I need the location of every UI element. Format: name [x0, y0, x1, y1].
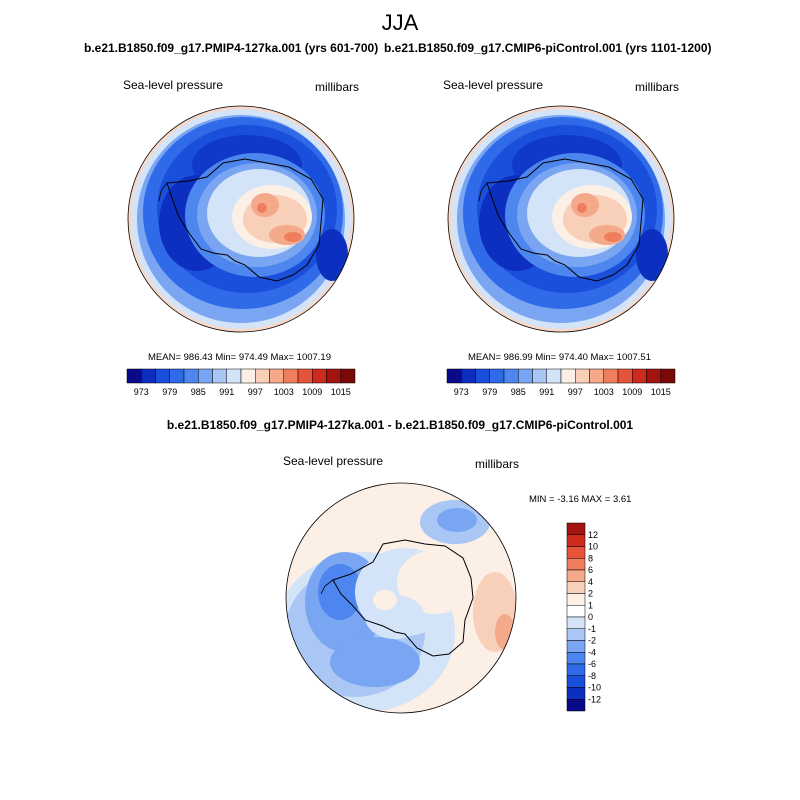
colorbar-swatch [283, 368, 299, 384]
colorbar-swatch [566, 558, 586, 571]
colorbar-swatch [198, 368, 213, 384]
colorbar-tick-label: 6 [588, 565, 593, 575]
colorbar-swatch [446, 368, 462, 384]
colorbar-swatch [566, 628, 586, 641]
colorbar-tick-label: 1015 [651, 387, 671, 397]
colorbar-swatch [566, 652, 586, 665]
colorbar-tick-label: 973 [134, 387, 149, 397]
colorbar-swatch [489, 368, 505, 384]
colorbar-swatch [575, 368, 590, 384]
colorbar-tick-label: 0 [588, 612, 593, 622]
colorbar-tick-label: 991 [219, 387, 234, 397]
colorbar-tick-label: 973 [454, 387, 469, 397]
left-slp-map [127, 105, 355, 333]
left-panel-variable: Sea-level pressure [123, 78, 224, 92]
colorbar-swatch [155, 368, 170, 384]
colorbar-swatch [566, 675, 586, 688]
right-panel-stats: MEAN= 986.99 Min= 974.40 Max= 1007.51 [468, 352, 651, 363]
difference-variable: Sea-level pressure [283, 454, 384, 468]
right-panel-variable: Sea-level pressure [443, 78, 544, 92]
colorbar-swatch [566, 534, 586, 547]
colorbar-swatch [566, 699, 586, 712]
colorbar-swatch [603, 368, 619, 384]
colorbar-swatch [240, 368, 256, 384]
colorbar-swatch [255, 368, 270, 384]
colorbar-swatch [297, 368, 313, 384]
colorbar-swatch [326, 368, 341, 384]
left-panel-title: b.e21.B1850.f09_g17.PMIP4-127ka.001 (yrs… [84, 41, 379, 55]
colorbar-tick-label: 1003 [594, 387, 614, 397]
colorbar-swatch [126, 368, 142, 384]
colorbar-tick-label: 1 [588, 600, 593, 610]
colorbar-swatch [475, 368, 490, 384]
colorbar-tick-label: 1015 [331, 387, 351, 397]
colorbar-swatch [566, 581, 586, 594]
main-title: JJA [381, 10, 419, 35]
colorbar-swatch [532, 368, 547, 384]
colorbar-tick-label: -2 [588, 636, 596, 646]
colorbar-tick-label: -10 [588, 683, 601, 693]
colorbar-swatch [617, 368, 633, 384]
colorbar-swatch [566, 616, 586, 629]
colorbar-swatch [566, 663, 586, 676]
colorbar-tick-label: 8 [588, 553, 593, 563]
colorbar-swatch [566, 546, 586, 559]
colorbar-swatch [560, 368, 576, 384]
colorbar-swatch [632, 368, 647, 384]
colorbar-swatch [589, 368, 604, 384]
colorbar-tick-label: 991 [539, 387, 554, 397]
difference-stats: MIN = -3.16 MAX = 3.61 [529, 494, 632, 505]
colorbar-swatch [226, 368, 242, 384]
colorbar-swatch [566, 687, 586, 700]
colorbar-tick-label: 12 [588, 530, 598, 540]
colorbar-swatch [518, 368, 533, 384]
colorbar-swatch [546, 368, 562, 384]
colorbar-swatch [566, 640, 586, 653]
colorbar-swatch [461, 368, 476, 384]
colorbar-swatch [503, 368, 519, 384]
right-panel-title: b.e21.B1850.f09_g17.CMIP6-piControl.001 … [384, 41, 712, 55]
colorbar-tick-label: 1003 [274, 387, 294, 397]
colorbar-swatch [646, 368, 661, 384]
colorbar-swatch [566, 569, 586, 582]
colorbar-tick-label: 1009 [302, 387, 322, 397]
colorbar-swatch [312, 368, 327, 384]
colorbar-tick-label: -8 [588, 671, 596, 681]
difference-units: millibars [475, 457, 520, 471]
colorbar-tick-label: 997 [248, 387, 263, 397]
colorbar-tick-label: -4 [588, 647, 596, 657]
right-colorbar: 973 979 985 991 997 1003 1009 1015 [446, 368, 676, 397]
colorbar-swatch [169, 368, 185, 384]
left-colorbar: 973 979 985 991 997 1003 1009 1015 [126, 368, 356, 397]
colorbar-swatch [566, 522, 586, 535]
colorbar-tick-label: 2 [588, 589, 593, 599]
colorbar-swatch [660, 368, 676, 384]
colorbar-swatch [269, 368, 284, 384]
colorbar-tick-label: 979 [482, 387, 497, 397]
colorbar-tick-label: 985 [511, 387, 526, 397]
colorbar-tick-label: 997 [568, 387, 583, 397]
left-panel-units: millibars [315, 80, 360, 94]
colorbar-swatch [183, 368, 199, 384]
right-panel-units: millibars [635, 80, 680, 94]
colorbar-tick-label: 985 [191, 387, 206, 397]
difference-title: b.e21.B1850.f09_g17.PMIP4-127ka.001 - b.… [166, 418, 634, 432]
colorbar-tick-label: 10 [588, 542, 598, 552]
colorbar-swatch [566, 605, 586, 618]
colorbar-tick-label: 1009 [622, 387, 642, 397]
colorbar-swatch [340, 368, 356, 384]
left-panel-stats: MEAN= 986.43 Min= 974.49 Max= 1007.19 [148, 352, 331, 363]
colorbar-tick-label: -12 [588, 694, 601, 704]
colorbar-swatch [566, 593, 586, 606]
colorbar-tick-label: 979 [162, 387, 177, 397]
colorbar-swatch [141, 368, 156, 384]
colorbar-swatch [212, 368, 227, 384]
difference-slp-map [285, 482, 517, 714]
right-slp-map [447, 105, 675, 333]
colorbar-tick-label: 4 [588, 577, 593, 587]
colorbar-tick-label: -1 [588, 624, 596, 634]
colorbar-tick-label: -6 [588, 659, 596, 669]
